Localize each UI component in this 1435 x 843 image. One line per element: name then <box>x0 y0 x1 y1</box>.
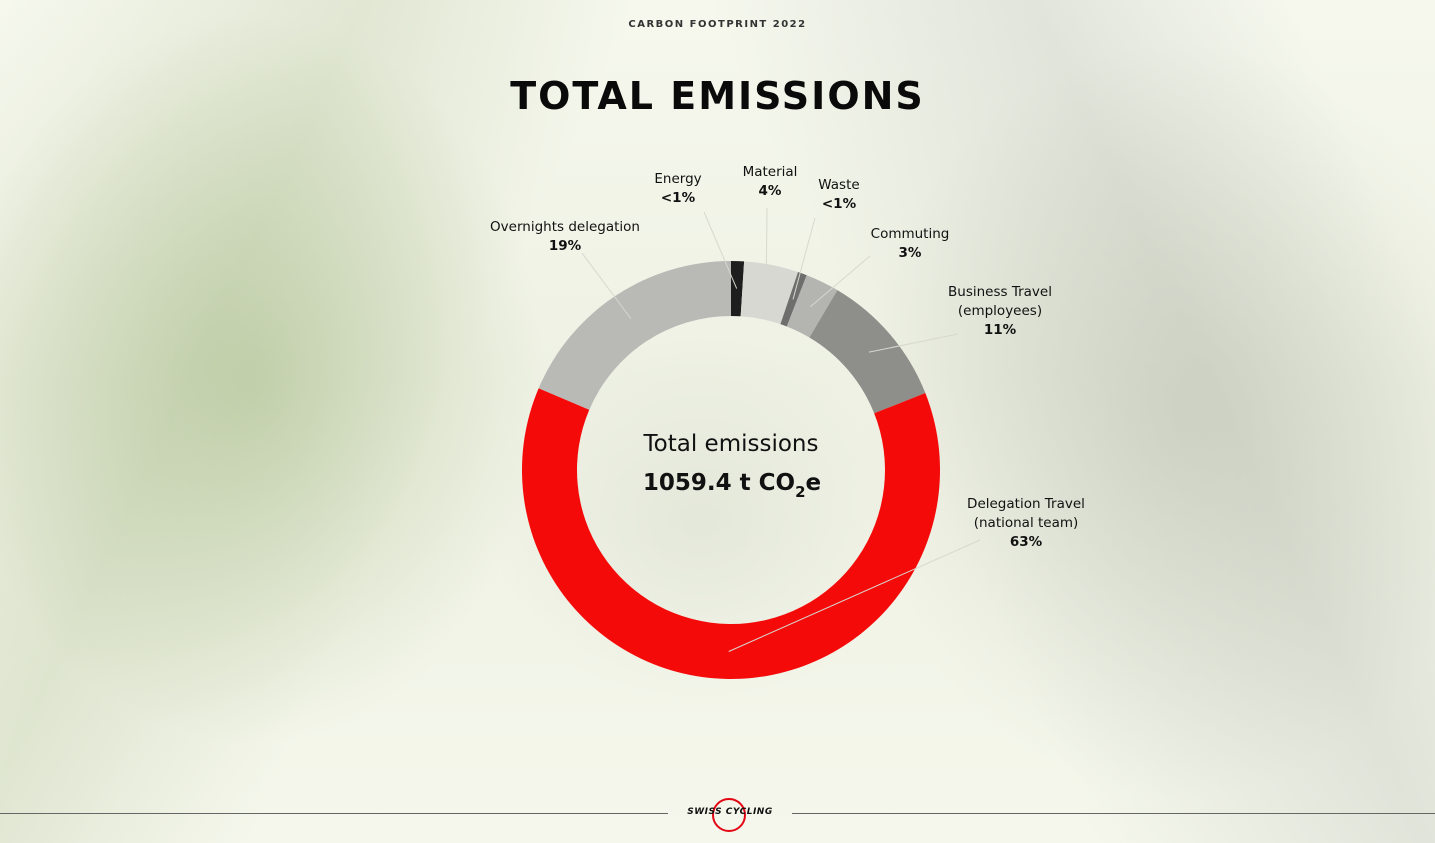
slice-label-delegation-travel-national-team: Delegation Travel <box>967 496 1085 512</box>
leader-line-waste <box>792 217 816 300</box>
logo-text: SWISS CYCLING <box>687 807 773 817</box>
slice-label-energy: Energy <box>654 171 701 187</box>
slice-labels: Energy <1% Material 4% Waste <1% Commuting 3% Bu… <box>490 164 1085 550</box>
donut-slice-business-travel-employees <box>809 290 926 414</box>
slice-label-waste: Waste <box>818 177 859 193</box>
slice-label-business-travel-employees: Business Travel <box>948 284 1052 300</box>
swiss-cycling-logo: SWISS CYCLING <box>672 794 788 838</box>
footer-rule-right <box>792 813 1435 814</box>
page-title: TOTAL EMISSIONS <box>510 74 925 118</box>
donut-slice-energy <box>731 261 745 317</box>
leader-line-overnights-delegation <box>581 252 632 319</box>
slice-label-business-travel-employees-line2: (employees) <box>958 303 1042 319</box>
slice-label-commuting: Commuting <box>871 226 950 242</box>
slice-label-overnights-delegation: Overnights delegation <box>490 219 640 235</box>
donut-slice-material <box>740 261 799 325</box>
slice-percent-energy: <1% <box>661 190 696 206</box>
leader-line-delegation-travel-national-team <box>728 539 981 652</box>
donut-slices <box>521 261 941 680</box>
leader-line-business-travel-employees <box>868 333 959 353</box>
center-total-value: 1059.4 t CO2e <box>643 470 821 501</box>
logo-ring-icon <box>712 798 746 832</box>
donut-slice-delegation-travel-national-team <box>521 388 941 680</box>
slice-percent-commuting: 3% <box>899 245 922 261</box>
slice-percent-business-travel-employees: 11% <box>984 322 1017 338</box>
slice-percent-overnights-delegation: 19% <box>549 238 582 254</box>
footer-rule-left <box>0 813 668 814</box>
leader-line-material <box>765 207 768 292</box>
slice-label-material: Material <box>743 164 798 180</box>
report-kicker: CARBON FOOTPRINT 2022 <box>628 19 807 30</box>
center-total-label: Total emissions <box>643 431 819 457</box>
slice-percent-delegation-travel-national-team: 63% <box>1010 534 1043 550</box>
slice-label-delegation-travel-national-team-line2: (national team) <box>974 515 1079 531</box>
donut-slice-overnights-delegation <box>538 261 731 410</box>
leader-line-energy <box>703 211 738 289</box>
slice-percent-waste: <1% <box>822 196 857 212</box>
slice-percent-material: 4% <box>759 183 782 199</box>
donut-slice-commuting <box>786 275 838 338</box>
leader-line-commuting <box>810 255 871 308</box>
leader-lines <box>581 207 981 652</box>
